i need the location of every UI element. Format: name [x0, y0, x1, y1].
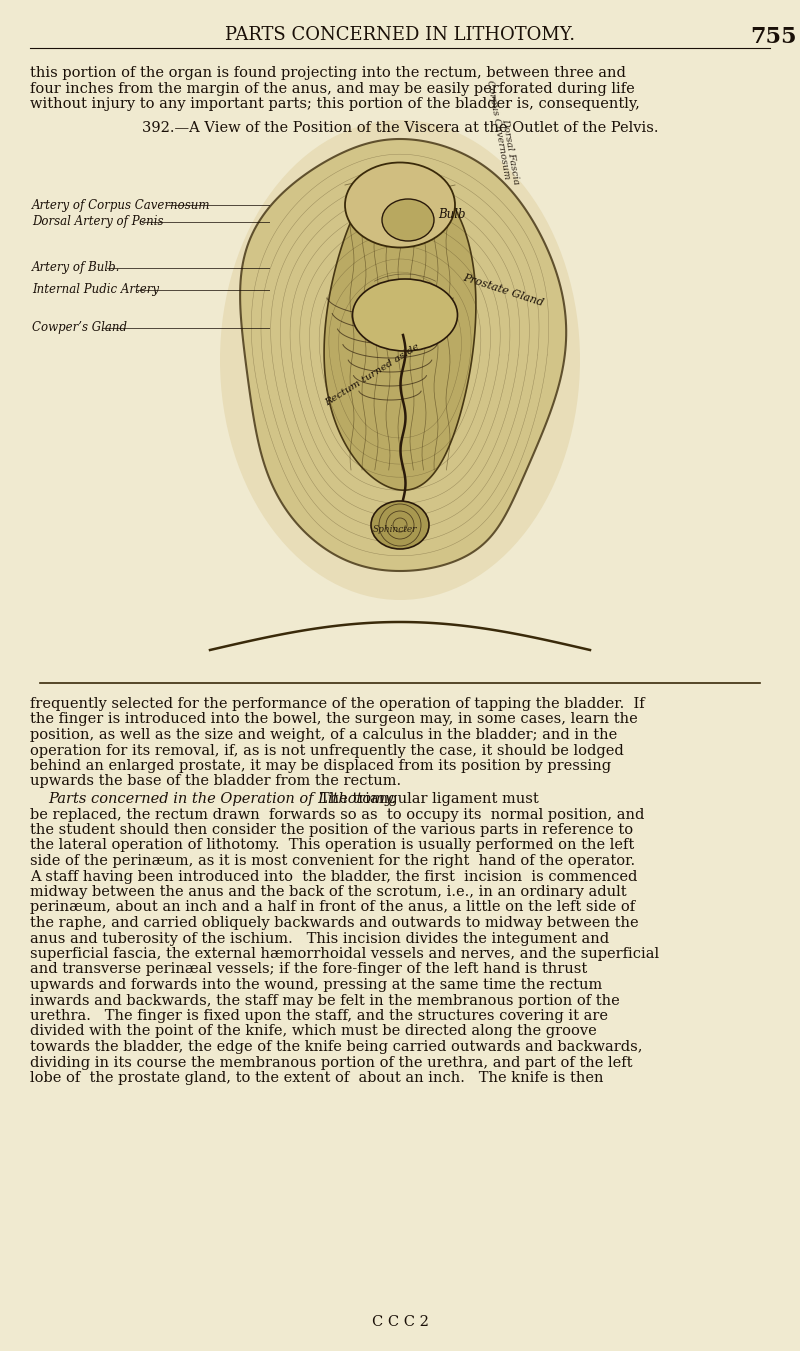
- Text: PARTS CONCERNED IN LITHOTOMY.: PARTS CONCERNED IN LITHOTOMY.: [225, 26, 575, 45]
- Text: upwards the base of the bladder from the rectum.: upwards the base of the bladder from the…: [30, 774, 401, 789]
- Text: upwards and forwards into the wound, pressing at the same time the rectum: upwards and forwards into the wound, pre…: [30, 978, 602, 992]
- Text: behind an enlarged prostate, it may be displaced from its position by pressing: behind an enlarged prostate, it may be d…: [30, 759, 611, 773]
- Text: side of the perinæum, as it is most convenient for the right  hand of the operat: side of the perinæum, as it is most conv…: [30, 854, 635, 867]
- Text: inwards and backwards, the staff may be felt in the membranous portion of the: inwards and backwards, the staff may be …: [30, 993, 620, 1008]
- Polygon shape: [240, 139, 566, 571]
- Text: position, as well as the size and weight, of a calculus in the bladder; and in t: position, as well as the size and weight…: [30, 728, 618, 742]
- Text: operation for its removal, if, as is not unfrequently the case, it should be lod: operation for its removal, if, as is not…: [30, 743, 624, 758]
- Text: dividing in its course the membranous portion of the urethra, and part of the le: dividing in its course the membranous po…: [30, 1055, 633, 1070]
- Text: divided with the point of the knife, which must be directed along the groove: divided with the point of the knife, whi…: [30, 1024, 597, 1039]
- Text: Dorsal Artery of Penis: Dorsal Artery of Penis: [32, 216, 163, 228]
- Text: Bulb: Bulb: [438, 208, 466, 222]
- Text: Cowper’s Gland: Cowper’s Gland: [32, 322, 127, 335]
- Text: Dorsal Fascia: Dorsal Fascia: [500, 118, 521, 185]
- Ellipse shape: [353, 280, 458, 351]
- Text: the finger is introduced into the bowel, the surgeon may, in some cases, learn t: the finger is introduced into the bowel,…: [30, 712, 638, 727]
- Text: midway between the anus and the back of the scrotum, i.e., in an ordinary adult: midway between the anus and the back of …: [30, 885, 626, 898]
- Text: anus and tuberosity of the ischium.   This incision divides the integument and: anus and tuberosity of the ischium. This…: [30, 931, 609, 946]
- Text: Sphincter: Sphincter: [373, 526, 418, 535]
- Text: the lateral operation of lithotomy.  This operation is usually performed on the : the lateral operation of lithotomy. This…: [30, 839, 634, 852]
- Text: lobe of  the prostate gland, to the extent of  about an inch.   The knife is the: lobe of the prostate gland, to the exten…: [30, 1071, 603, 1085]
- Text: superficial fascia, the external hæmorrhoidal vessels and nerves, and the superf: superficial fascia, the external hæmorrh…: [30, 947, 659, 961]
- Text: A staff having been introduced into  the bladder, the first  incision  is commen: A staff having been introduced into the …: [30, 870, 638, 884]
- Text: Artery of Bulb.: Artery of Bulb.: [32, 262, 120, 274]
- Text: frequently selected for the performance of the operation of tapping the bladder.: frequently selected for the performance …: [30, 697, 645, 711]
- Text: 392.—A View of the Position of the Viscera at the Outlet of the Pelvis.: 392.—A View of the Position of the Visce…: [142, 120, 658, 135]
- Text: the student should then consider the position of the various parts in reference : the student should then consider the pos…: [30, 823, 633, 838]
- Polygon shape: [324, 170, 476, 490]
- Text: and transverse perinæal vessels; if the fore-finger of the left hand is thrust: and transverse perinæal vessels; if the …: [30, 962, 587, 977]
- Text: be replaced, the rectum drawn  forwards so as  to occupy its  normal position, a: be replaced, the rectum drawn forwards s…: [30, 808, 644, 821]
- Text: this portion of the organ is found projecting into the rectum, between three and: this portion of the organ is found proje…: [30, 66, 626, 80]
- Text: towards the bladder, the edge of the knife being carried outwards and backwards,: towards the bladder, the edge of the kni…: [30, 1040, 642, 1054]
- Text: without injury to any important parts; this portion of the bladder is, consequen: without injury to any important parts; t…: [30, 97, 640, 111]
- Text: Rectum turned aside: Rectum turned aside: [323, 342, 421, 408]
- Ellipse shape: [345, 162, 455, 247]
- Text: C C C 2: C C C 2: [371, 1315, 429, 1329]
- Text: urethra.   The finger is fixed upon the staff, and the structures covering it ar: urethra. The finger is fixed upon the st…: [30, 1009, 608, 1023]
- Text: 755: 755: [750, 26, 797, 49]
- Ellipse shape: [220, 120, 580, 600]
- Text: Artery of Corpus Cavernosum: Artery of Corpus Cavernosum: [32, 199, 210, 212]
- Text: perinæum, about an inch and a half in front of the anus, a little on the left si: perinæum, about an inch and a half in fr…: [30, 901, 635, 915]
- Ellipse shape: [371, 501, 429, 549]
- Text: Corpus Cavernosum: Corpus Cavernosum: [485, 80, 511, 180]
- Text: Parts concerned in the Operation of Lithotomy.: Parts concerned in the Operation of Lith…: [48, 792, 396, 807]
- Text: the raphe, and carried obliquely backwards and outwards to midway between the: the raphe, and carried obliquely backwar…: [30, 916, 638, 929]
- Text: The triangular ligament must: The triangular ligament must: [306, 792, 538, 807]
- Text: four inches from the margin of the anus, and may be easily perforated during lif: four inches from the margin of the anus,…: [30, 81, 634, 96]
- Text: Prostate Gland: Prostate Gland: [462, 272, 546, 308]
- Ellipse shape: [382, 199, 434, 240]
- Text: Internal Pudic Artery: Internal Pudic Artery: [32, 284, 159, 296]
